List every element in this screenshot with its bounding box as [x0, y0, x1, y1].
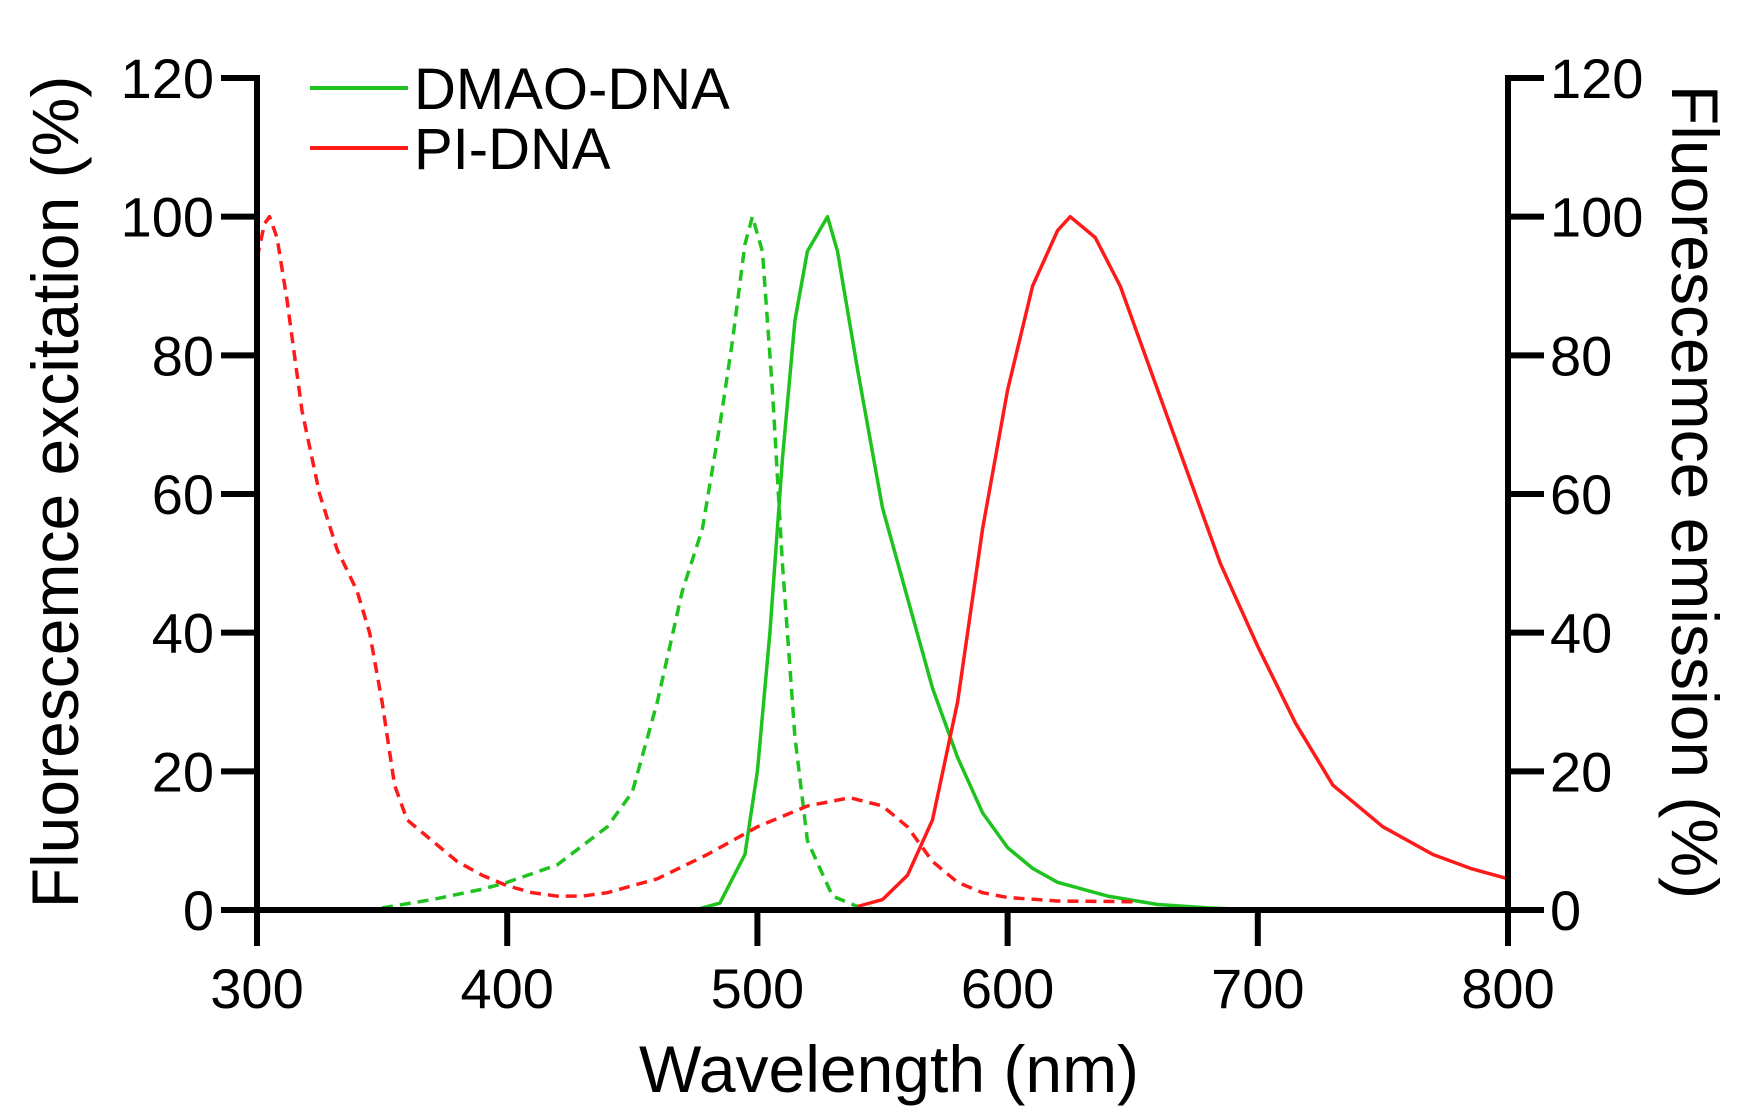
x-tick-label: 600	[961, 957, 1054, 1020]
x-tick-label: 400	[460, 957, 553, 1020]
legend-label-dmao-dna: DMAO-DNA	[414, 57, 730, 122]
left-y-tick-label: 40	[152, 602, 214, 665]
dmao-dna-excitation-line	[381, 214, 883, 912]
dmao-dna-emission-line	[694, 214, 1258, 912]
right-y-tick-label: 40	[1550, 602, 1612, 665]
legend: DMAO-DNA PI-DNA	[310, 57, 730, 182]
right-y-tick-label: 120	[1550, 47, 1643, 110]
x-tick-label: 800	[1461, 957, 1554, 1020]
right-y-tick-label: 80	[1550, 324, 1612, 387]
left-y-tick-label: 0	[183, 879, 214, 942]
x-axis-label: Wavelength (nm)	[639, 1032, 1139, 1106]
right-y-tick-label: 100	[1550, 186, 1643, 249]
tick-labels: 300 400 500 600 700 800 0 0 20 20 40 40 60 60 80 80 100 1…	[121, 47, 1644, 1020]
pi-dna-excitation-line	[255, 214, 1133, 904]
left-y-tick-label: 100	[121, 186, 214, 249]
x-tick-label: 300	[210, 957, 303, 1020]
right-y-tick-label: 0	[1550, 879, 1581, 942]
left-y-tick-label: 20	[152, 740, 214, 803]
right-y-tick-label: 60	[1550, 463, 1612, 526]
axes	[221, 75, 1544, 946]
left-y-tick-label: 80	[152, 324, 214, 387]
x-tick-label: 700	[1211, 957, 1304, 1020]
left-y-axis-label: Fluorescemce excitation (%)	[18, 76, 92, 909]
right-y-axis-label: Fluorescemce emission (%)	[1658, 85, 1732, 899]
plot-curves	[255, 214, 1509, 912]
left-y-tick-label: 120	[121, 47, 214, 110]
x-tick-label: 500	[711, 957, 804, 1020]
legend-label-pi-dna: PI-DNA	[414, 117, 611, 182]
left-y-tick-label: 60	[152, 463, 214, 526]
pi-dna-emission-line	[857, 214, 1509, 909]
right-y-tick-label: 20	[1550, 740, 1612, 803]
